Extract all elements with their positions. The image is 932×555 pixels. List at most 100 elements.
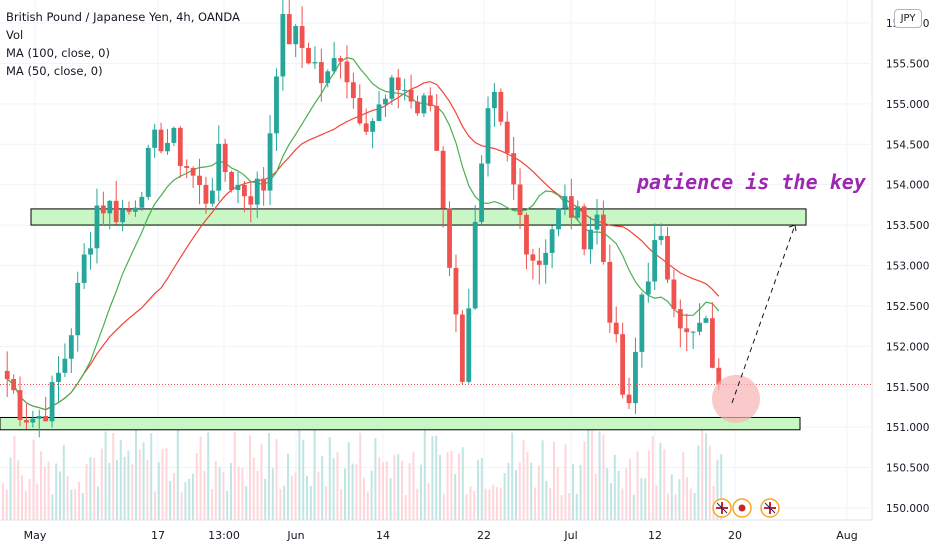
time-tick-label: 13:00 — [208, 529, 240, 542]
candle-body — [56, 372, 61, 382]
volume-bar — [271, 468, 274, 520]
target-highlight[interactable] — [712, 374, 760, 423]
time-axis[interactable]: May 17 13:00 Jun 14 22 Jul 12 20 Aug — [0, 519, 872, 542]
volume-bar — [36, 483, 39, 520]
volume-bar — [644, 478, 647, 520]
volume-bar — [363, 477, 365, 520]
candle-body — [684, 328, 690, 333]
legend-ma100[interactable]: MA (100, close, 0) — [6, 46, 110, 60]
price-tick-label: 155.000 — [886, 99, 929, 111]
candle-body — [498, 91, 504, 122]
volume-bar — [226, 490, 229, 520]
volume-bar — [689, 488, 692, 520]
projection-arrowhead — [788, 224, 797, 232]
volume-bar — [241, 467, 244, 520]
volume-bar — [294, 472, 297, 520]
candle-body — [325, 71, 331, 84]
currency-badge[interactable]: JPY — [894, 9, 922, 28]
volume-bar — [85, 464, 88, 520]
candle-body — [222, 143, 228, 173]
candle-body — [530, 254, 536, 261]
candle-body — [613, 322, 619, 335]
volume-bar — [503, 473, 506, 520]
candle-body — [363, 123, 369, 132]
volume-bar — [651, 436, 654, 520]
volume-bar — [47, 461, 50, 520]
price-axis[interactable]: 156.000155.500155.000154.500154.000153.5… — [871, 0, 932, 550]
candle-body — [88, 248, 93, 255]
volume-bar — [325, 486, 327, 520]
volume-bar — [545, 480, 548, 520]
last-price-line: 151.528 — [0, 375, 930, 394]
candle-body — [350, 82, 356, 98]
volume-bar — [51, 494, 54, 520]
projection-arrow[interactable] — [731, 224, 797, 404]
volume-bar — [534, 487, 536, 520]
volume-bar — [180, 492, 183, 520]
volume-bar — [469, 486, 472, 520]
flag-dot — [738, 504, 746, 512]
candle-body — [100, 205, 106, 214]
volume-bar — [705, 433, 707, 520]
candle-body — [357, 97, 363, 124]
volume-bar — [499, 487, 502, 520]
candle-body — [312, 62, 318, 64]
volume-bar — [659, 442, 662, 520]
volume-bar — [9, 457, 12, 520]
candle-body — [690, 331, 696, 333]
volume-bar — [306, 475, 308, 520]
candle-body — [620, 334, 626, 395]
candle-body — [575, 206, 581, 218]
candle-body — [126, 209, 132, 212]
volume-bar — [431, 436, 434, 520]
candle-body — [594, 214, 600, 230]
time-tick-label: May — [24, 529, 47, 542]
candle-body — [479, 163, 485, 222]
volume-bar — [313, 427, 316, 520]
volume-bar — [142, 442, 145, 520]
legend-ma50[interactable]: MA (50, close, 0) — [6, 64, 103, 78]
candle-body — [658, 236, 664, 241]
price-tick-label: 152.000 — [886, 341, 929, 353]
time-tick-label: 22 — [477, 529, 491, 542]
volume-bar — [693, 492, 696, 520]
volume-bar — [355, 464, 358, 520]
volume-bar — [55, 463, 58, 520]
price-tick-label: 150.500 — [886, 463, 929, 475]
candle-body — [408, 89, 414, 102]
volume-bar — [697, 445, 700, 520]
support-resistance-zones[interactable] — [0, 208, 807, 431]
volume-bar — [587, 427, 590, 520]
candle-body — [485, 108, 491, 164]
volume-bar — [401, 460, 403, 520]
price-tick-label: 153.000 — [886, 261, 929, 273]
volume-bar — [112, 432, 115, 520]
event-icons[interactable] — [712, 498, 780, 518]
time-tick-label: 17 — [151, 529, 165, 542]
volume-bar — [21, 475, 23, 520]
volume-bar — [287, 453, 289, 520]
candle-body — [241, 184, 247, 197]
volume-bar — [165, 447, 168, 520]
volume-bar — [606, 468, 609, 520]
volume-bar — [572, 463, 574, 520]
candle-body — [158, 129, 164, 152]
volume-bar — [667, 493, 669, 520]
volume-bar — [123, 456, 126, 520]
price-tick-label: 155.500 — [886, 58, 929, 70]
volume-bar — [161, 448, 164, 520]
volume-bar — [412, 451, 415, 520]
candle-body — [549, 229, 555, 253]
volume-bar — [207, 432, 210, 520]
volume-bar — [549, 487, 552, 520]
candle-body — [286, 14, 292, 45]
candle-body — [120, 209, 126, 223]
volume-bar — [32, 439, 35, 520]
annotation-text[interactable]: patience is the key — [637, 170, 866, 194]
volume-bar — [100, 448, 103, 520]
volume-bar — [496, 487, 498, 520]
volume-bar — [211, 489, 213, 520]
legend-vol[interactable]: Vol — [6, 28, 24, 42]
